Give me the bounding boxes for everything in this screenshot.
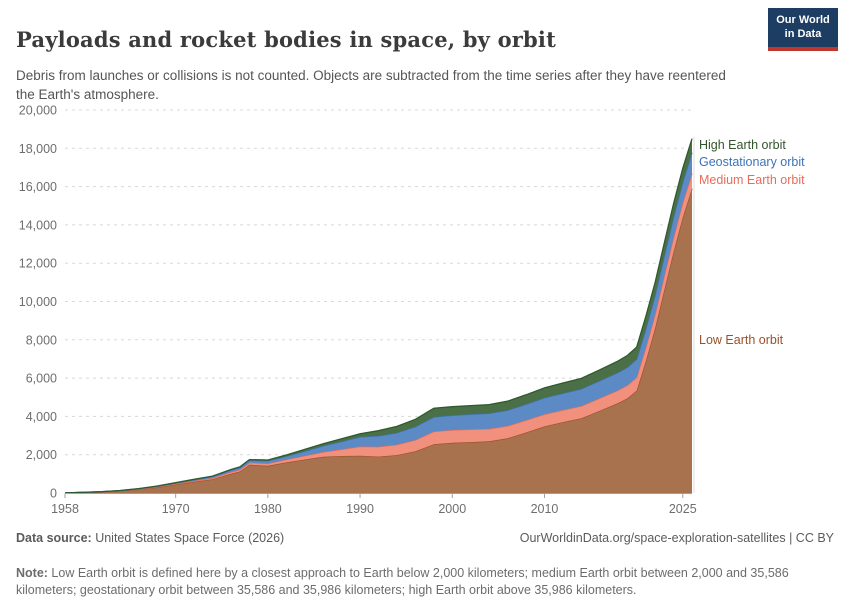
x-tick-label-2025: 2025 (669, 502, 697, 516)
data-source-label: Data source: (16, 531, 92, 545)
x-tick-label-2010: 2010 (531, 502, 559, 516)
area-edge-high-earth-orbit (64, 138, 693, 494)
y-tick-label-8000: 8,000 (26, 333, 57, 347)
x-tick-label-1980: 1980 (254, 502, 282, 516)
series-label-medium-earth-orbit[interactable]: Medium Earth orbit (699, 173, 805, 188)
chart-subtitle: Debris from launches or collisions is no… (16, 67, 726, 103)
owid-url-link[interactable]: OurWorldinData.org/space-exploration-sat… (519, 531, 834, 545)
area-geostationary-orbit[interactable] (65, 152, 692, 493)
y-tick-label-0: 0 (50, 487, 57, 501)
y-tick-label-10000: 10,000 (19, 295, 57, 309)
chart-footer: Data source: United States Space Force (… (16, 531, 834, 545)
x-tick-label-1990: 1990 (346, 502, 374, 516)
series-label-low-earth-orbit[interactable]: Low Earth orbit (699, 332, 784, 347)
note-label: Note: (16, 565, 48, 580)
owid-logo-line2: in Data (784, 27, 822, 40)
x-tick-label-2000: 2000 (438, 502, 466, 516)
series-label-high-earth-orbit[interactable]: High Earth orbit (699, 137, 786, 152)
note-text: Low Earth orbit is defined here by a clo… (16, 565, 789, 598)
series-label-geostationary-orbit[interactable]: Geostationary orbit (699, 155, 805, 170)
x-tick-label-1970: 1970 (162, 502, 190, 516)
x-tick-label-1958: 1958 (51, 502, 79, 516)
owid-logo-line1: Our World (776, 14, 830, 26)
y-tick-label-16000: 16,000 (19, 180, 57, 194)
y-tick-label-18000: 18,000 (19, 142, 57, 156)
y-tick-label-12000: 12,000 (19, 257, 57, 271)
y-tick-label-6000: 6,000 (26, 372, 57, 386)
y-tick-label-14000: 14,000 (19, 218, 57, 232)
owid-logo[interactable]: Our World in Data (768, 8, 838, 51)
stacked-area-chart[interactable]: 0 2,000 4,000 6,000 8,000 10,000 12,000 14,000 1… (0, 0, 850, 530)
data-source-text: United States Space Force (2026) (91, 531, 285, 545)
area-low-earth-orbit[interactable] (65, 188, 692, 494)
y-tick-label-2000: 2,000 (26, 448, 57, 462)
y-tick-label-20000: 20,000 (19, 104, 57, 118)
page-title: Payloads and rocket bodies in space, by … (16, 27, 557, 53)
y-tick-label-4000: 4,000 (26, 410, 57, 424)
chart-note: Note: Low Earth orbit is defined here by… (16, 565, 836, 600)
